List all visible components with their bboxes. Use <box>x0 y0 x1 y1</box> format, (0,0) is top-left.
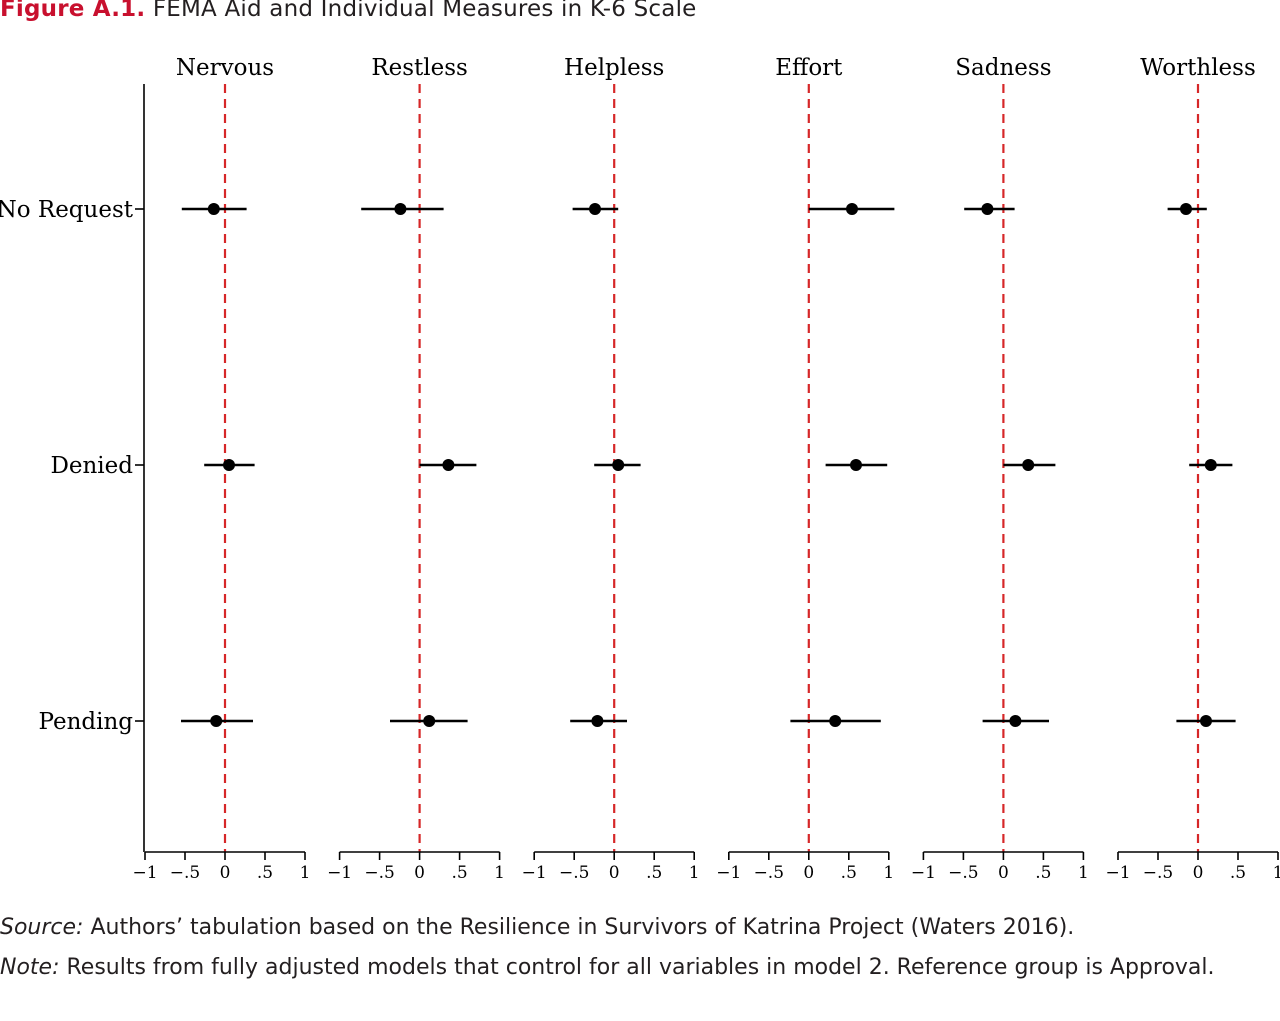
point-estimate <box>394 203 407 215</box>
x-tick-label: −1 <box>911 863 936 883</box>
source-note: Source: Authors’ tabulation based on the… <box>0 908 1275 948</box>
x-tick-label: .5 <box>1035 863 1051 883</box>
point-estimate <box>442 459 455 471</box>
x-tick-label: 0 <box>414 863 425 883</box>
point-estimate <box>612 459 625 471</box>
x-tick-label: −1 <box>716 863 741 883</box>
x-tick-label: −1 <box>522 863 547 883</box>
x-tick-label: 0 <box>803 863 814 883</box>
source-label: Source: <box>0 915 84 940</box>
x-tick-label: .5 <box>257 863 273 883</box>
x-tick-label: .5 <box>1230 863 1246 883</box>
x-tick-label: −1 <box>327 863 352 883</box>
panel-title: Restless <box>371 55 468 81</box>
x-tick-label: 1 <box>883 863 894 883</box>
point-estimate <box>207 203 220 215</box>
figure-title-text: FEMA Aid and Individual Measures in K-6 … <box>152 0 697 22</box>
point-estimate <box>591 715 604 727</box>
x-tick-label: −.5 <box>1143 863 1173 883</box>
point-estimate <box>1009 715 1022 727</box>
point-estimate <box>1180 203 1192 215</box>
point-estimate <box>1200 715 1212 727</box>
point-estimate <box>846 203 858 215</box>
x-tick-label: 1 <box>689 863 700 883</box>
point-estimate <box>223 459 235 471</box>
point-estimate <box>1204 459 1217 471</box>
model-note: Note: Results from fully adjusted models… <box>0 948 1275 988</box>
x-tick-label: −.5 <box>559 863 589 883</box>
x-tick-label: 1 <box>494 863 505 883</box>
x-tick-label: −.5 <box>364 863 394 883</box>
x-tick-label: 0 <box>220 863 231 883</box>
x-tick-label: −1 <box>132 863 157 883</box>
point-estimate <box>981 203 994 215</box>
source-text: Authors’ tabulation based on the Resilie… <box>83 915 1075 940</box>
x-tick-label: −1 <box>1105 863 1130 883</box>
x-tick-label: 0 <box>1193 863 1204 883</box>
panel-title: Nervous <box>176 55 274 81</box>
figure-notes: Source: Authors’ tabulation based on the… <box>0 908 1275 988</box>
point-estimate <box>850 459 862 471</box>
panel-title: Sadness <box>955 55 1051 81</box>
x-tick-label: −.5 <box>170 863 200 883</box>
point-estimate <box>210 715 223 727</box>
panel-title: Effort <box>775 55 843 81</box>
x-tick-label: 0 <box>609 863 620 883</box>
point-estimate <box>829 715 842 727</box>
figure-title: Figure A.1. FEMA Aid and Individual Meas… <box>0 0 697 22</box>
row-label: Denied <box>50 453 133 479</box>
x-tick-label: −.5 <box>754 863 784 883</box>
x-tick-label: .5 <box>646 863 662 883</box>
x-tick-label: 1 <box>300 863 311 883</box>
point-estimate <box>589 203 601 215</box>
x-tick-label: −.5 <box>948 863 978 883</box>
x-tick-label: .5 <box>841 863 857 883</box>
x-tick-label: 0 <box>998 863 1009 883</box>
row-label: No Request <box>0 197 134 223</box>
panel-title: Helpless <box>564 55 664 81</box>
note-label: Note: <box>0 955 60 980</box>
row-label: Pending <box>39 709 134 735</box>
point-estimate <box>1022 459 1035 471</box>
note-text: Results from fully adjusted models that … <box>59 955 1215 980</box>
x-tick-label: 1 <box>1078 863 1089 883</box>
x-tick-label: .5 <box>451 863 467 883</box>
coefficient-plot: No Request Denied Pending Nervous −1 −.5 0 .5 1 R… <box>0 55 1280 883</box>
x-tick-label: 1 <box>1273 863 1280 883</box>
panel-title: Worthless <box>1140 55 1256 81</box>
figure-label: Figure A.1. <box>0 0 146 22</box>
point-estimate <box>423 715 436 727</box>
